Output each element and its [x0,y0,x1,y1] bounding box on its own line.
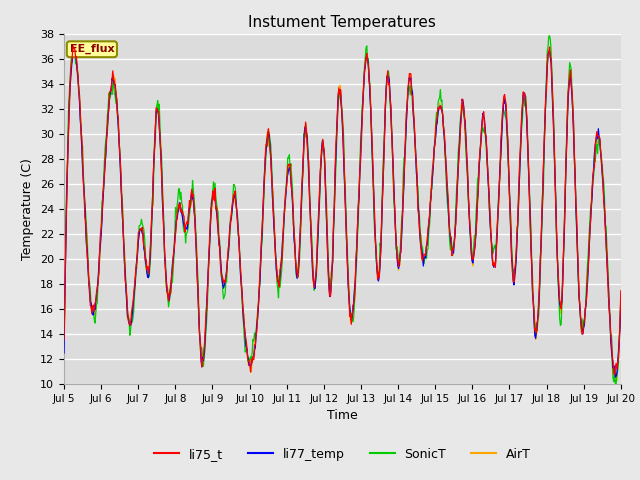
Legend: li75_t, li77_temp, SonicT, AirT: li75_t, li77_temp, SonicT, AirT [148,443,536,466]
Text: EE_flux: EE_flux [70,44,114,54]
Title: Instument Temperatures: Instument Temperatures [248,15,436,30]
Y-axis label: Temperature (C): Temperature (C) [22,158,35,260]
X-axis label: Time: Time [327,409,358,422]
